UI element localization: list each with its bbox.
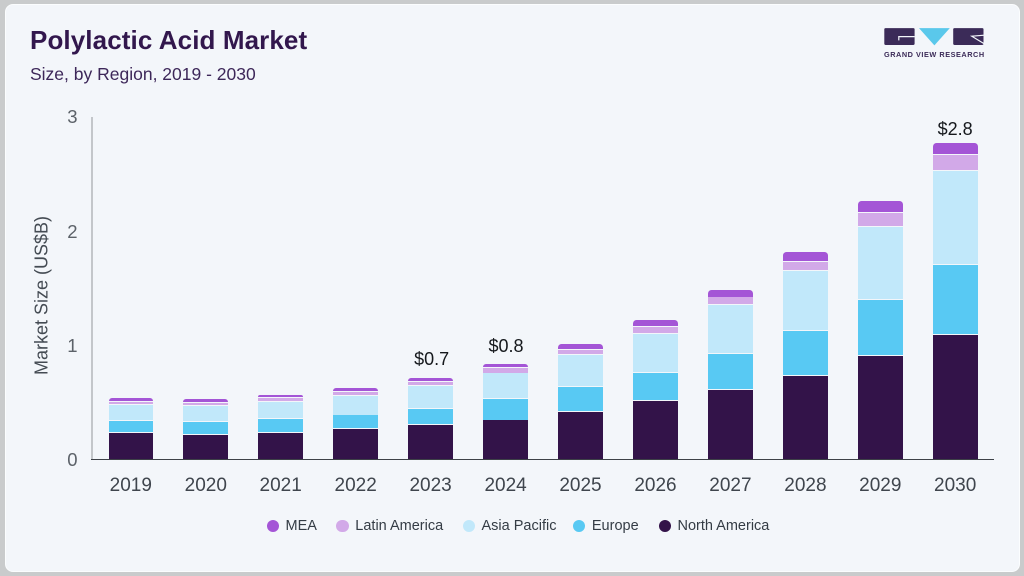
- svg-text:GRAND VIEW RESEARCH: GRAND VIEW RESEARCH: [884, 50, 985, 59]
